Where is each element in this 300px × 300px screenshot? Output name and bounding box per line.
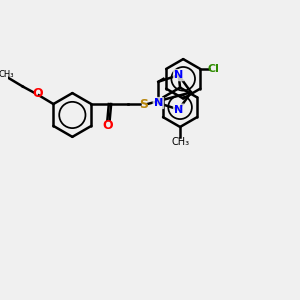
Text: Cl: Cl: [208, 64, 219, 74]
Text: CH₃: CH₃: [171, 137, 189, 147]
Text: N: N: [174, 105, 183, 115]
Text: CH₃: CH₃: [0, 70, 14, 79]
Text: O: O: [102, 119, 113, 132]
Text: N: N: [154, 98, 163, 108]
Text: N: N: [174, 70, 183, 80]
Text: S: S: [139, 98, 148, 110]
Text: O: O: [32, 87, 43, 100]
